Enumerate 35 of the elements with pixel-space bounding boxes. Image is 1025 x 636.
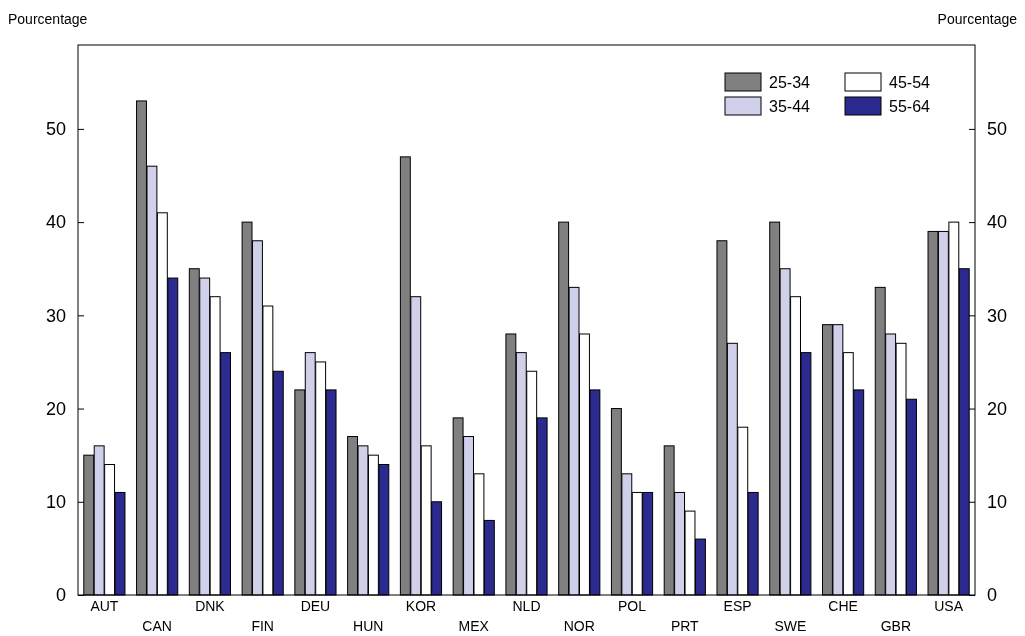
y2-tick-label: 20	[987, 398, 1008, 419]
y-tick-label: 30	[45, 305, 66, 326]
y2-tick-label: 50	[987, 119, 1008, 140]
x-tick-label: PRT	[670, 618, 700, 634]
legend-label: 35-44	[769, 98, 811, 115]
y2-axis-title: Pourcentage	[937, 11, 1018, 27]
legend-label: 55-64	[889, 98, 931, 115]
y2-tick-label: 30	[987, 305, 1008, 326]
x-tick-label: DNK	[195, 598, 226, 614]
x-tick-label: MEX	[458, 618, 490, 634]
x-tick-label: GBR	[880, 618, 912, 634]
x-tick-label: USA	[934, 598, 964, 614]
x-tick-label: AUT	[90, 598, 119, 614]
legend-label: 45-54	[889, 74, 931, 91]
y-tick-label: 40	[45, 212, 66, 233]
x-tick-label: FIN	[251, 618, 274, 634]
x-tick-label: ESP	[723, 598, 752, 614]
y-tick-label: 10	[45, 492, 66, 513]
x-tick-label: HUN	[353, 618, 384, 634]
x-tick-label: KOR	[405, 598, 437, 614]
y-tick-label: 0	[55, 585, 66, 606]
y-tick-label: 20	[45, 398, 66, 419]
x-tick-label: SWE	[774, 618, 807, 634]
x-tick-label: CAN	[142, 618, 172, 634]
x-tick-label: NOR	[563, 618, 595, 634]
y2-tick-label: 10	[987, 492, 1008, 513]
x-tick-label: POL	[618, 598, 647, 614]
legend-label: 25-34	[769, 74, 811, 91]
y2-tick-label: 40	[987, 212, 1008, 233]
x-tick-label: CHE	[828, 598, 858, 614]
x-tick-label: DEU	[300, 598, 331, 614]
y2-tick-label: 0	[987, 585, 998, 606]
y-axis-title: Pourcentage	[8, 11, 88, 27]
y-tick-label: 50	[45, 119, 66, 140]
x-tick-label: NLD	[512, 598, 541, 614]
